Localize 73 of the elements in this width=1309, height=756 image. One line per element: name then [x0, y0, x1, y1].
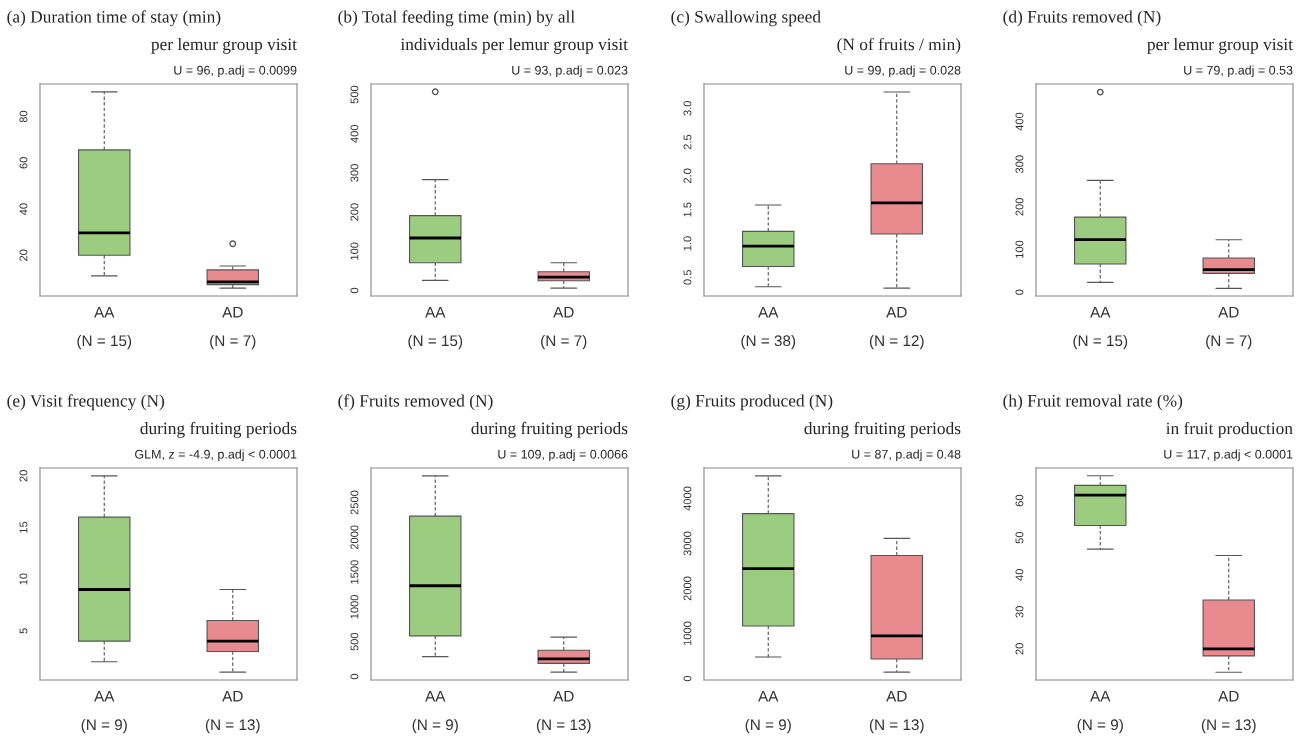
y-tick-label: 300	[350, 164, 359, 182]
y-tick-label: 2000	[683, 576, 692, 601]
chart-title: (c) Swallowing speed (N of fruits / min)	[671, 10, 961, 54]
y-tick-label: 15	[19, 521, 28, 533]
chart-title: (e) Visit frequency (N) during fruiting periods	[7, 394, 297, 438]
y-tick-label: 2.5	[683, 134, 692, 150]
y-tick-label: 20	[19, 470, 28, 482]
y-tick-label: 500	[350, 632, 359, 651]
y-tick-label: 2000	[350, 525, 359, 550]
y-tick-label: 500	[350, 85, 359, 104]
x-tick-label: AD (N = 13)	[205, 690, 260, 734]
y-tick-label: 4000	[683, 486, 692, 511]
y-tick-label: 1000	[350, 594, 359, 619]
chart-subtitle: U = 109, p.adj = 0.0066	[498, 449, 628, 462]
y-tick-label: 300	[1015, 155, 1024, 174]
x-tick-label: AA (N = 38)	[741, 306, 796, 350]
chart-subtitle: GLM, z = -4.9, p.adj < 0.0001	[135, 449, 297, 462]
y-tick-label: 2500	[350, 490, 359, 515]
x-tick-label: AD (N = 12)	[869, 306, 924, 350]
x-tick-label: AA (N = 9)	[1077, 690, 1123, 734]
y-tick-label: 2.0	[683, 168, 692, 184]
chart-subtitle: U = 87, p.adj = 0.48	[852, 449, 961, 462]
chart-title: (h) Fruit removal rate (%) in fruit production	[1003, 394, 1293, 438]
x-tick-label: AA (N = 9)	[745, 690, 791, 734]
x-tick-label: AD (N = 7)	[541, 306, 587, 350]
x-tick-label: AD (N = 13)	[536, 690, 591, 734]
x-tick-label: AD (N = 7)	[210, 306, 256, 350]
x-tick-label: AA (N = 9)	[412, 690, 458, 734]
y-tick-label: 20	[19, 249, 28, 261]
y-tick-label: 0	[350, 673, 359, 680]
x-tick-label: AD (N = 13)	[1201, 690, 1256, 734]
x-tick-label: AA (N = 9)	[81, 690, 127, 734]
y-tick-label: 0.5	[683, 270, 692, 285]
chart-title: (d) Fruits removed (N) per lemur group visit	[1003, 10, 1293, 54]
x-tick-label: AA (N = 15)	[77, 306, 132, 350]
chart-title: (a) Duration time of stay (min) per lemur group visit	[7, 10, 297, 54]
y-tick-label: 60	[1015, 494, 1024, 507]
y-tick-label: 200	[350, 203, 359, 221]
y-tick-label: 200	[1015, 198, 1024, 216]
y-tick-label: 10	[19, 573, 28, 585]
chart-subtitle: U = 99, p.adj = 0.028	[845, 65, 961, 78]
x-tick-label: AA (N = 15)	[1073, 306, 1128, 350]
y-tick-label: 0	[1015, 289, 1024, 295]
y-tick-label: 1500	[350, 560, 359, 584]
chart-subtitle: U = 79, p.adj = 0.53	[1184, 65, 1293, 78]
y-tick-label: 1.5	[683, 202, 692, 217]
chart-subtitle: U = 117, p.adj < 0.0001	[1164, 449, 1293, 462]
chart-title: (g) Fruits produced (N) during fruiting periods	[671, 394, 961, 438]
y-tick-label: 40	[1015, 569, 1024, 581]
y-tick-label: 20	[1015, 643, 1024, 655]
y-tick-label: 50	[1015, 531, 1024, 544]
y-tick-label: 0	[350, 287, 359, 294]
x-tick-label: AD (N = 13)	[869, 690, 924, 734]
y-tick-label: 100	[1015, 240, 1024, 258]
chart-subtitle: U = 93, p.adj = 0.023	[512, 65, 628, 78]
chart-subtitle: U = 96, p.adj = 0.0099	[174, 65, 297, 78]
y-tick-label: 400	[350, 124, 359, 143]
y-tick-label: 100	[350, 242, 359, 260]
y-tick-label: 40	[19, 203, 28, 215]
y-tick-label: 3.0	[683, 100, 692, 116]
y-tick-label: 5	[19, 628, 28, 634]
y-tick-label: 1.0	[683, 236, 692, 251]
x-tick-label: AA (N = 15)	[408, 306, 463, 350]
y-tick-label: 0	[683, 675, 692, 682]
y-tick-label: 1000	[683, 621, 692, 646]
y-tick-label: 60	[19, 157, 28, 169]
y-tick-label: 400	[1015, 112, 1024, 131]
y-tick-label: 3000	[683, 531, 692, 556]
chart-title: (f) Fruits removed (N) during fruiting periods	[338, 394, 628, 438]
chart-title: (b) Total feeding time (min) by all individuals per lemur group visit	[338, 10, 628, 54]
x-tick-label: AD (N = 7)	[1206, 306, 1252, 350]
y-tick-label: 80	[19, 110, 28, 123]
y-tick-label: 30	[1015, 606, 1024, 618]
